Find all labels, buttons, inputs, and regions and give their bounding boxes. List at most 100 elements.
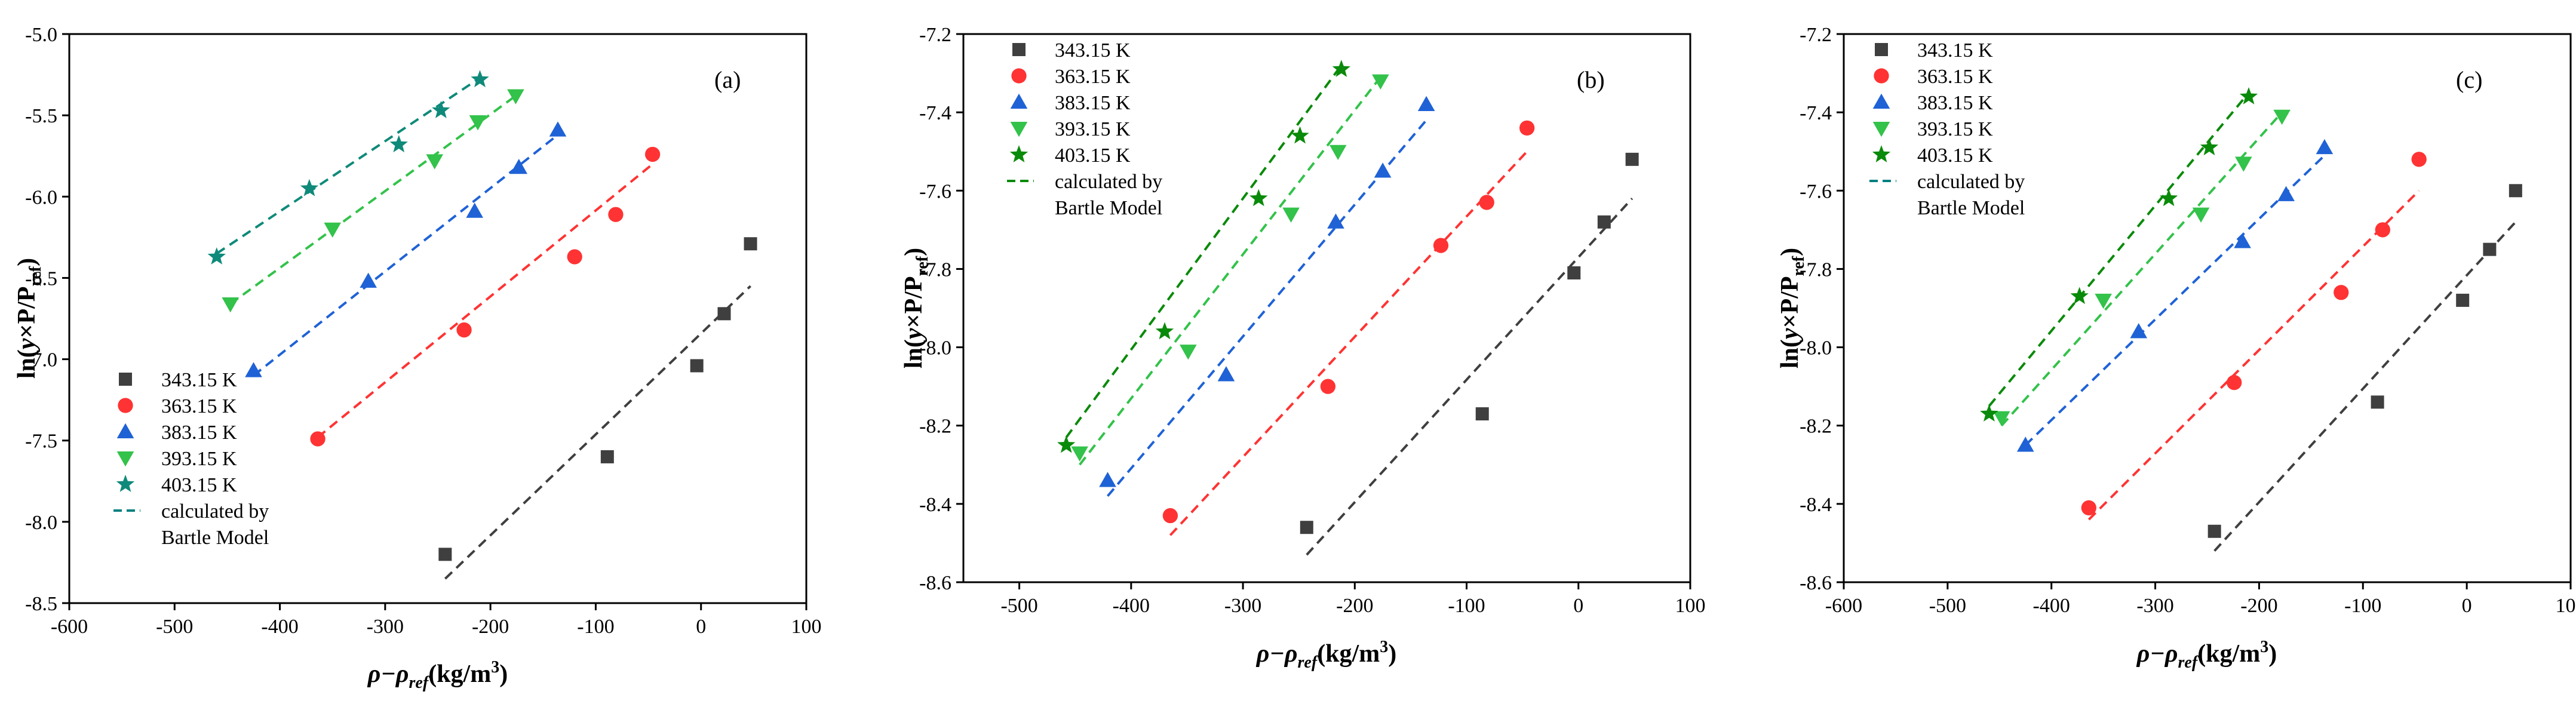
data-point	[567, 249, 582, 265]
panel-b: -500 -400 -300 -200 -100 0 100 -8.6-8.4-8.2-8.…	[900, 24, 1706, 672]
data-point	[1217, 366, 1235, 382]
y-tick-label: -8.0	[1800, 337, 1832, 359]
legend-label: 383.15 K	[1055, 92, 1131, 114]
plot-frame	[962, 33, 1691, 583]
data-point	[1479, 195, 1494, 210]
fit-lines	[1065, 64, 1634, 556]
y-tick-label: -7.4	[919, 102, 951, 124]
y-tick-label: -8.2	[1800, 416, 1832, 438]
data-point	[744, 237, 757, 251]
fit-lines	[216, 76, 751, 580]
data-point	[2207, 524, 2221, 538]
data-point	[1625, 152, 1639, 166]
legend-marker	[1872, 122, 1890, 137]
data-point	[1475, 407, 1489, 421]
data-point	[1519, 120, 1535, 136]
legend-label: 343.15 K	[1917, 39, 1993, 62]
data-point	[1417, 96, 1435, 112]
x-tick-label: -400	[261, 616, 298, 638]
legend-marker	[1010, 93, 1028, 109]
x-ticks: -600 -500 -400 -300 -200 -100 0 100	[51, 603, 822, 638]
data-point	[2483, 242, 2497, 256]
data-point	[1099, 472, 1116, 487]
legend-marker	[1872, 145, 1891, 162]
y-tick-label: -7.5	[25, 431, 57, 453]
fit-line	[1107, 119, 1427, 497]
y-tick-label: -7.2	[1800, 24, 1832, 46]
x-ticks: -600 -500 -400 -300 -200 -100 0 100	[1825, 582, 2576, 617]
x-tick-label: 100	[791, 616, 822, 638]
panel-label: (c)	[2456, 66, 2482, 93]
legend-label: 383.15 K	[161, 422, 237, 444]
data-point	[2081, 500, 2096, 516]
data-point	[469, 115, 487, 131]
fit-line	[2087, 189, 2420, 521]
legend-marker	[1875, 43, 1888, 56]
data-point	[2456, 293, 2470, 307]
data-point	[207, 247, 226, 265]
legend-label: 393.15 K	[1055, 118, 1131, 140]
y-tick-label: -5.0	[25, 24, 57, 46]
data-point	[1057, 435, 1076, 453]
y-axis-title: ln(y×P/Pref)	[1776, 248, 1808, 368]
plot-frame	[68, 33, 808, 604]
fit-lines	[1988, 92, 2517, 552]
data-point	[2375, 222, 2390, 238]
data-point	[1374, 162, 1392, 178]
data-point	[2273, 109, 2291, 125]
x-axis-title: ρ−ρref(kg/m3)	[1255, 638, 1396, 672]
legend-fit-label: Bartle Model	[1055, 197, 1162, 219]
legend-label: 403.15 K	[1917, 145, 1993, 167]
x-tick-label: 100	[2556, 595, 2576, 617]
legend-label: 393.15 K	[1917, 118, 1993, 140]
data-point	[1372, 74, 1389, 90]
y-tick-label: -7.6	[1800, 180, 1832, 202]
x-tick-label: -500	[1929, 595, 1966, 617]
data-point	[360, 272, 377, 288]
y-tick-label: -7.2	[919, 24, 951, 46]
data-point	[1071, 446, 1089, 462]
y-tick-label: -7.6	[919, 180, 951, 202]
fit-line	[1169, 150, 1528, 536]
y-tick-label: -8.6	[1800, 572, 1832, 594]
legend-marker	[116, 451, 134, 467]
y-tick-label: -8.6	[919, 572, 951, 594]
legend-fit-label: calculated by	[1917, 171, 2025, 193]
x-tick-label: -300	[1224, 595, 1261, 617]
data-point	[2200, 138, 2219, 156]
x-tick-label: -600	[1825, 595, 1862, 617]
data-point	[507, 89, 524, 104]
data-point	[1291, 126, 1309, 144]
data-point	[1329, 145, 1347, 161]
data-point	[2070, 287, 2089, 305]
data-point	[1992, 411, 2010, 426]
x-tick-label: -500	[1000, 595, 1037, 617]
x-tick-label: 0	[696, 616, 706, 638]
data-point	[600, 450, 614, 463]
data-point	[690, 359, 704, 373]
fit-line	[216, 76, 481, 255]
x-tick-label: -600	[51, 616, 88, 638]
panel-a: -600 -500 -400 -300 -200 -100 0 100 -8.5 -8.0 -7.…	[13, 24, 822, 692]
fit-line	[1079, 76, 1381, 466]
legend-label: 403.15 K	[161, 474, 237, 496]
data-point	[1180, 345, 1197, 360]
data-point	[2277, 186, 2295, 201]
data-point	[1332, 60, 1350, 77]
y-tick-label: -7.4	[1800, 102, 1832, 124]
data-point	[717, 307, 731, 321]
data-point	[1282, 207, 1300, 223]
data-points	[1057, 60, 1639, 534]
data-point	[2334, 285, 2349, 300]
data-point	[2239, 87, 2258, 104]
data-point	[2509, 184, 2522, 198]
x-tick-label: -400	[1113, 595, 1150, 617]
y-tick-label: -8.4	[919, 494, 951, 516]
data-point	[2234, 233, 2251, 248]
panel-label: (a)	[714, 66, 741, 93]
legend-fit-label: calculated by	[161, 500, 269, 522]
y-ticks: -8.5 -8.0 -7.5 -7.0 -6.5 -6.0 -5.5 -5.0	[25, 24, 69, 615]
data-point	[1300, 521, 1313, 534]
legend-marker	[1009, 145, 1028, 162]
